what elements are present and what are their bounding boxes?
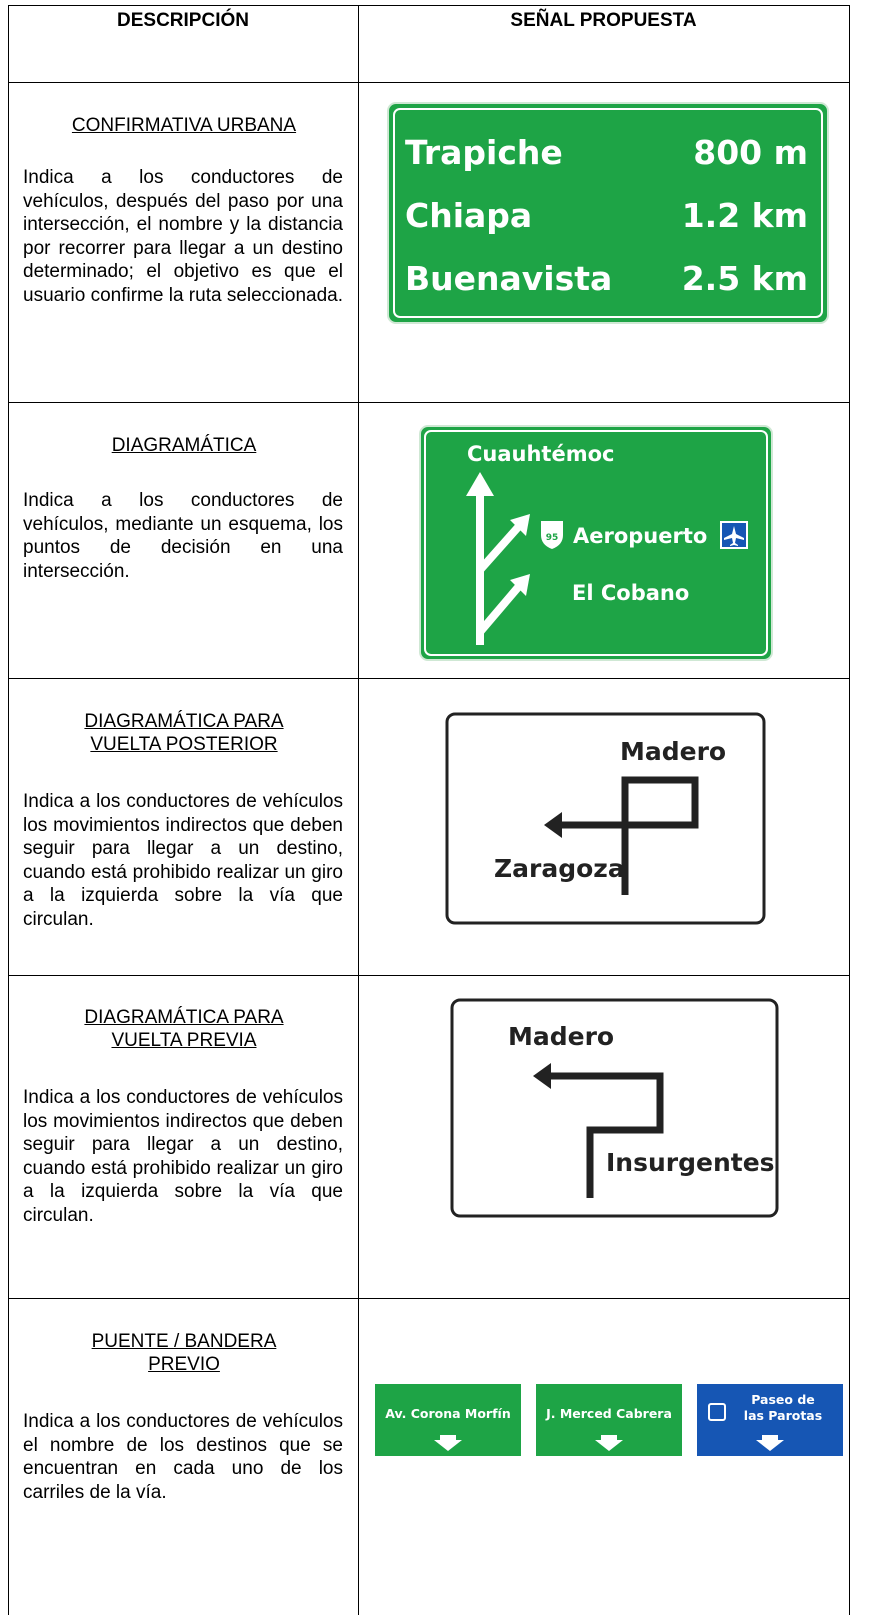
distance: 2.5 km xyxy=(682,259,808,298)
distance: 1.2 km xyxy=(682,196,808,235)
column-header: SEÑAL PROPUESTA xyxy=(510,10,697,31)
diagram-arrows xyxy=(548,1072,664,1198)
shield xyxy=(541,521,563,549)
rule xyxy=(8,975,850,976)
lane-destination: Av. Corona Morfín xyxy=(385,1406,510,1421)
row-description: Indica a los conductores de vehículos lo… xyxy=(23,791,343,930)
sign-text: Av. Corona Morfín J. Merced Cabrera Pase… xyxy=(385,1392,822,1423)
rule xyxy=(849,5,850,1615)
arrowheads xyxy=(533,1063,551,1089)
sign-border xyxy=(424,430,768,656)
sign-text: Trapiche 800 m Chiapa 1.2 km Buenavista … xyxy=(405,133,808,298)
rule xyxy=(8,5,850,6)
lane-destination: Paseo de xyxy=(751,1392,815,1407)
destination: Madero xyxy=(620,737,726,766)
row-description: Indica a los conductores de vehículos, d… xyxy=(23,167,344,306)
rule xyxy=(8,402,850,403)
rule xyxy=(8,82,850,83)
lane-destination: las Parotas xyxy=(744,1408,822,1423)
row-title: DIAGRAMÁTICA PARA VUELTA POSTERIOR xyxy=(84,711,284,755)
row-title: DIAGRAMÁTICA xyxy=(111,435,257,456)
destination: Insurgentes xyxy=(606,1148,775,1177)
rule xyxy=(8,678,850,679)
destination: Madero xyxy=(508,1022,614,1051)
row-title: PUENTE / BANDERA PREVIO xyxy=(91,1331,277,1375)
destination: Cuauhtémoc xyxy=(467,442,614,466)
rule xyxy=(8,1298,850,1299)
distance: 800 m xyxy=(693,133,808,172)
sign-panel xyxy=(387,102,829,324)
destination: Aeropuerto xyxy=(573,524,707,548)
destination: Chiapa xyxy=(405,196,532,235)
sign-text: Madero Insurgentes xyxy=(508,1022,775,1177)
row-title: DIAGRAMÁTICA PARA VUELTA PREVIA xyxy=(84,1007,284,1051)
airport-icon xyxy=(724,526,744,546)
park-icon xyxy=(708,1403,726,1421)
row-description: Indica a los conductores de vehículos lo… xyxy=(23,1087,343,1226)
arrowheads xyxy=(544,812,562,838)
destination: Trapiche xyxy=(405,133,563,172)
destination: Buenavista xyxy=(405,259,612,298)
diagram-arrows xyxy=(558,776,699,895)
sign-text: Cuauhtémoc Aeropuerto El Cobano xyxy=(467,442,707,605)
destination: El Cobano xyxy=(572,581,689,605)
lane-arrows xyxy=(434,1435,784,1451)
sign-panel xyxy=(445,712,766,925)
column-header: DESCRIPCIÓN xyxy=(117,10,249,31)
arrowheads xyxy=(466,472,530,596)
rule xyxy=(358,5,359,1615)
sign-panel xyxy=(450,998,779,1218)
row-title: CONFIRMATIVA URBANA xyxy=(71,115,297,136)
diagram-arrows xyxy=(476,490,524,645)
sign-border xyxy=(393,108,823,318)
lane-destination: J. Merced Cabrera xyxy=(545,1406,672,1421)
row-description: Indica a los conductores de vehículos el… xyxy=(23,1411,343,1503)
row-description: Indica a los conductores de vehículos, m… xyxy=(23,490,343,582)
shield-number: 95 xyxy=(546,533,559,543)
rule xyxy=(8,5,9,1615)
destination: Zaragoza xyxy=(494,854,625,883)
sign-text: Madero Zaragoza xyxy=(494,737,726,883)
